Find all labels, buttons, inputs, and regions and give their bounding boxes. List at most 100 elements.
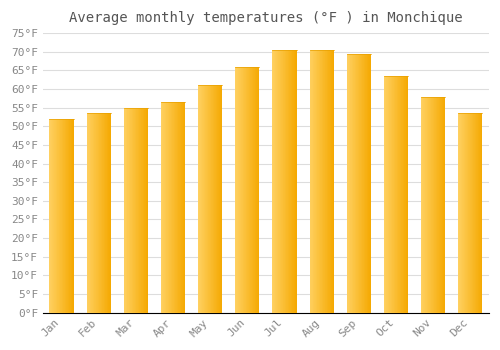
- Bar: [173, 102, 174, 313]
- Bar: [444, 97, 445, 313]
- Bar: [478, 113, 479, 313]
- Bar: [394, 76, 395, 313]
- Bar: [315, 50, 316, 313]
- Bar: [324, 50, 326, 313]
- Bar: [248, 67, 249, 313]
- Bar: [385, 76, 386, 313]
- Bar: [182, 102, 184, 313]
- Bar: [423, 97, 424, 313]
- Bar: [54, 119, 55, 313]
- Bar: [348, 54, 349, 313]
- Bar: [364, 54, 365, 313]
- Bar: [388, 76, 390, 313]
- Bar: [278, 50, 279, 313]
- Bar: [175, 102, 176, 313]
- Bar: [140, 108, 141, 313]
- Bar: [370, 54, 371, 313]
- Bar: [259, 67, 260, 313]
- Bar: [216, 85, 217, 313]
- Bar: [459, 113, 460, 313]
- Bar: [131, 108, 132, 313]
- Bar: [393, 76, 394, 313]
- Bar: [104, 113, 105, 313]
- Bar: [61, 119, 62, 313]
- Bar: [320, 50, 321, 313]
- Bar: [471, 113, 472, 313]
- Bar: [458, 113, 459, 313]
- Bar: [138, 108, 139, 313]
- Bar: [86, 113, 87, 313]
- Bar: [174, 102, 175, 313]
- Bar: [470, 113, 471, 313]
- Bar: [217, 85, 218, 313]
- Bar: [163, 102, 164, 313]
- Bar: [396, 76, 397, 313]
- Bar: [326, 50, 327, 313]
- Bar: [87, 113, 88, 313]
- Bar: [201, 85, 202, 313]
- Bar: [399, 76, 400, 313]
- Bar: [53, 119, 54, 313]
- Bar: [124, 108, 125, 313]
- Bar: [438, 97, 439, 313]
- Bar: [398, 76, 399, 313]
- Bar: [205, 85, 206, 313]
- Bar: [50, 119, 51, 313]
- Bar: [97, 113, 98, 313]
- Bar: [362, 54, 363, 313]
- Bar: [218, 85, 219, 313]
- Bar: [180, 102, 181, 313]
- Bar: [402, 76, 403, 313]
- Bar: [468, 113, 469, 313]
- Bar: [437, 97, 438, 313]
- Bar: [165, 102, 166, 313]
- Bar: [288, 50, 290, 313]
- Bar: [441, 97, 442, 313]
- Bar: [66, 119, 67, 313]
- Bar: [96, 113, 97, 313]
- Bar: [358, 54, 359, 313]
- Bar: [162, 102, 163, 313]
- Bar: [430, 97, 432, 313]
- Bar: [406, 76, 407, 313]
- Bar: [62, 119, 63, 313]
- Bar: [98, 113, 100, 313]
- Bar: [368, 54, 369, 313]
- Bar: [421, 97, 422, 313]
- Bar: [239, 67, 240, 313]
- Bar: [164, 102, 165, 313]
- Bar: [65, 119, 66, 313]
- Bar: [168, 102, 169, 313]
- Bar: [256, 67, 257, 313]
- Bar: [290, 50, 291, 313]
- Bar: [237, 67, 238, 313]
- Bar: [480, 113, 481, 313]
- Bar: [469, 113, 470, 313]
- Bar: [71, 119, 72, 313]
- Bar: [272, 50, 273, 313]
- Bar: [134, 108, 136, 313]
- Bar: [169, 102, 170, 313]
- Bar: [460, 113, 462, 313]
- Bar: [128, 108, 129, 313]
- Bar: [435, 97, 436, 313]
- Bar: [146, 108, 148, 313]
- Bar: [295, 50, 296, 313]
- Bar: [108, 113, 109, 313]
- Bar: [311, 50, 312, 313]
- Bar: [440, 97, 441, 313]
- Bar: [355, 54, 356, 313]
- Bar: [439, 97, 440, 313]
- Bar: [363, 54, 364, 313]
- Bar: [463, 113, 464, 313]
- Bar: [249, 67, 250, 313]
- Bar: [255, 67, 256, 313]
- Bar: [347, 54, 348, 313]
- Bar: [242, 67, 243, 313]
- Bar: [366, 54, 368, 313]
- Bar: [403, 76, 404, 313]
- Bar: [213, 85, 214, 313]
- Bar: [395, 76, 396, 313]
- Bar: [72, 119, 73, 313]
- Bar: [404, 76, 405, 313]
